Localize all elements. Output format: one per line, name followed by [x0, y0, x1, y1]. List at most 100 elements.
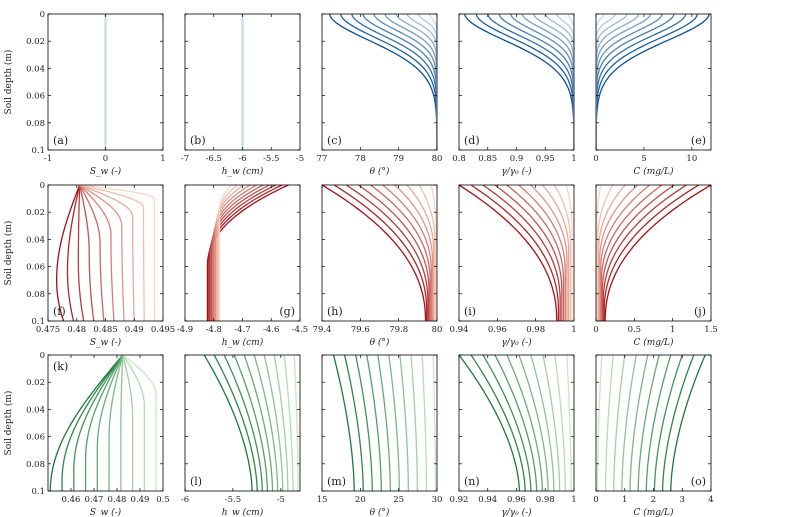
panel-f-line-5	[79, 185, 105, 321]
panel-l-line-7	[263, 355, 284, 491]
panel-n-xtick-label: 0.92	[450, 495, 469, 505]
panel-h-line-1	[322, 185, 427, 321]
panel-f-line-6	[79, 185, 115, 321]
panel-g-line-4	[210, 185, 270, 321]
panel-g-line-2	[208, 185, 283, 321]
panel-k-line-4	[84, 355, 124, 491]
panel-j-label: (j)	[694, 305, 706, 318]
panel-g-line-7	[214, 185, 251, 321]
panel-e-label: (e)	[691, 134, 706, 147]
panel-n-line-9	[554, 355, 567, 491]
panel-j-xlabel: C (mg/L)	[633, 337, 674, 348]
panel-k-line-8	[122, 355, 134, 491]
panel-n-xtick-label: 0.94	[478, 495, 497, 505]
panel-i-xtick-label: 0.96	[488, 325, 507, 335]
panel-k-label: (k)	[53, 360, 68, 373]
ylabel-row-red: Soil depth (m)	[3, 221, 14, 286]
panel-i-xlabel: γ/γ₀ (-)	[501, 337, 532, 348]
panel-k-line-1	[49, 355, 124, 491]
panel-l-line-6	[253, 355, 279, 491]
panel-j-line-8	[597, 185, 626, 321]
panel-h-line-5	[370, 185, 431, 321]
panel-o-label: (o)	[691, 475, 706, 488]
panel-n-xtick-label: 1	[571, 495, 576, 505]
panel-o-line-10	[596, 355, 603, 491]
panel-n-line-5	[506, 355, 544, 491]
panel-c-xtick-label: 78	[355, 154, 366, 164]
panel-m-label: (m)	[327, 475, 346, 488]
panel-k-xtick-label: 0.46	[62, 495, 81, 505]
panel-h-line-3	[345, 185, 429, 321]
panel-o-line-3	[653, 355, 683, 491]
panel-k-line-5	[96, 355, 124, 491]
panel-f-ytick-label: 0.1	[31, 317, 45, 327]
panel-a: -1 0 1 0 0.02 0.04 0.06 0.08 0.1 S_w (-) (a)	[26, 10, 166, 177]
panel-a-ytick-label: 0.06	[26, 92, 45, 102]
panel-f-line-8	[79, 185, 135, 321]
panel-b-xtick-label: -6	[238, 154, 246, 164]
panel-e-xtick-label: 0	[593, 154, 598, 164]
panel-j-line-1	[604, 185, 711, 321]
panel-j-frame	[595, 184, 712, 322]
panel-k-line-10	[122, 355, 157, 491]
panel-g-xtick-label: -4.8	[206, 325, 222, 335]
panel-o-line-4	[645, 355, 672, 491]
panel-o-line-9	[604, 355, 614, 491]
panel-j-line-10	[596, 185, 602, 321]
panel-o-line-7	[621, 355, 637, 491]
panel-n-line-1	[459, 355, 521, 491]
panel-c-xtick-label: 80	[432, 154, 443, 164]
panel-e-line-1	[596, 14, 710, 150]
panel-n-line-8	[542, 355, 561, 491]
panel-c-xlabel: θ (°)	[370, 166, 390, 177]
panel-i-label: (i)	[464, 305, 476, 318]
panel-g-xtick-label: -4.7	[234, 325, 250, 335]
panel-g-xtick-label: -4.6	[263, 325, 279, 335]
panel-m-line-7	[399, 355, 410, 491]
panel-k-xtick-label: 0.48	[108, 495, 127, 505]
panel-n-xlabel: γ/γ₀ (-)	[501, 507, 532, 517]
panel-f-xtick-label: 0.485	[93, 325, 117, 335]
panel-f: 0.475 0.48 0.485 0.49 0.495 0 0.02 0.04 0.06 0.08…	[26, 181, 175, 348]
panel-j-line-4	[601, 185, 675, 321]
panel-h-xtick-label: 79.4	[313, 325, 332, 335]
panel-i-line-9	[553, 185, 572, 321]
panel-g-line-5	[212, 185, 264, 321]
panel-g-line-6	[213, 185, 257, 321]
panel-j: 0 0.5 1 1.5 C (mg/L) (j)	[593, 184, 718, 348]
panel-h-xtick-label: 79.6	[351, 325, 370, 335]
panel-f-xtick-label: 0.475	[36, 325, 60, 335]
panel-c-frame	[321, 13, 438, 151]
panel-j-xtick-label: 0.5	[628, 325, 642, 335]
panel-g-frame	[184, 184, 301, 322]
panel-k-xtick-label: 0.47	[85, 495, 104, 505]
panel-g-xlabel: h_w (cm)	[222, 337, 264, 348]
panel-a-xtick-label: -1	[44, 154, 52, 164]
panel-d: 0.8 0.85 0.9 0.95 1 γ/γ₀ (-) (d)	[452, 13, 577, 177]
panel-i-xtick-label: 0.94	[450, 325, 469, 335]
panel-f-line-2	[66, 185, 81, 321]
panel-k-line-2	[61, 355, 124, 491]
panel-g-xtick-label: -4.5	[292, 325, 308, 335]
panel-j-line-7	[598, 185, 638, 321]
panel-j-line-6	[599, 185, 651, 321]
panel-e-line-7	[596, 14, 640, 150]
panel-h-line-4	[358, 185, 430, 321]
panel-a-xlabel: S_w (-)	[90, 166, 122, 177]
panel-m-xtick-label: 20	[355, 495, 366, 505]
panel-f-line-3	[77, 185, 85, 321]
panel-g-line-10	[218, 185, 232, 321]
panel-f-ytick-label: 0	[40, 181, 45, 191]
panel-l-series	[203, 355, 299, 491]
panel-e-xtick-label: 5	[641, 154, 646, 164]
panel-i-frame	[458, 184, 575, 322]
panel-i-line-5	[506, 185, 565, 321]
panel-m-line-9	[421, 355, 428, 491]
panel-k-ytick-label: 0.08	[26, 460, 45, 470]
panel-m-xtick-label: 15	[317, 495, 328, 505]
panel-m-xtick-label: 25	[393, 495, 404, 505]
panel-d-label: (d)	[464, 134, 480, 147]
panel-l: -6 -5.5 -5 h_w (cm) (l)	[181, 354, 301, 517]
panel-b-xtick-label: -7	[181, 154, 189, 164]
panel-i-line-2	[470, 185, 560, 321]
